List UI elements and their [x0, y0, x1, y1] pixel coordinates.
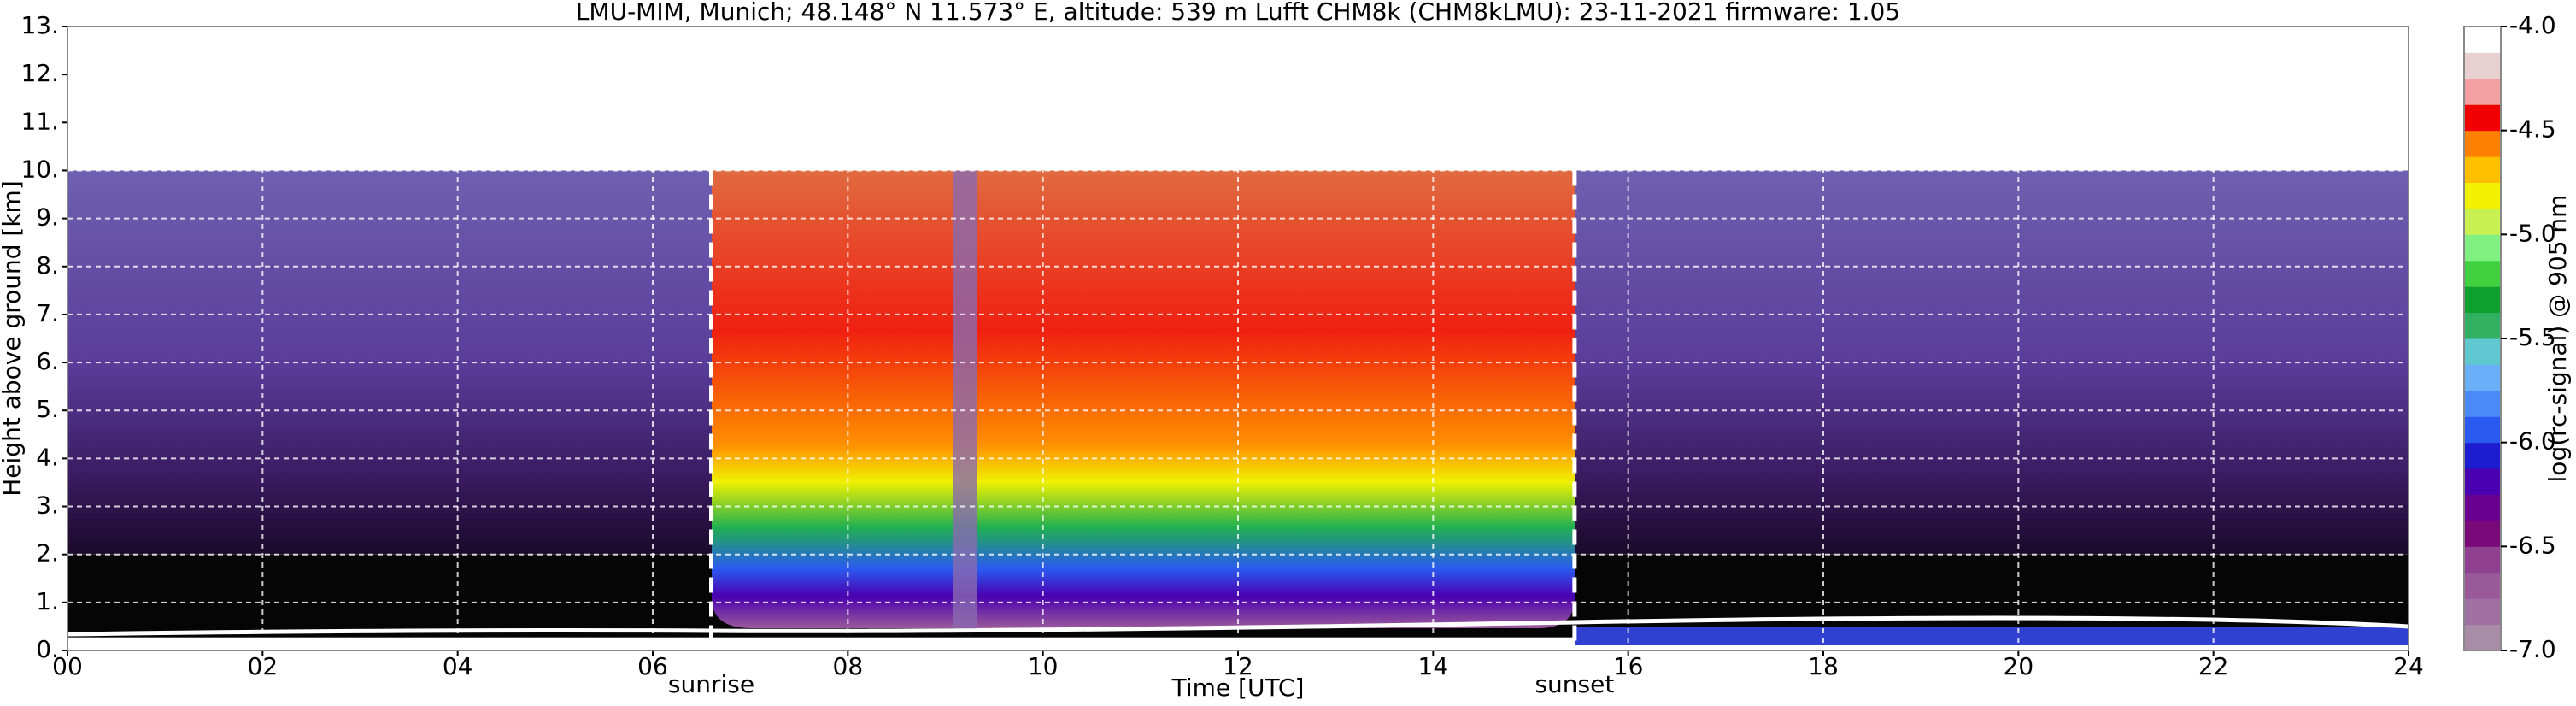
colorbar-segment: [2464, 78, 2501, 105]
colorbar-segment: [2464, 494, 2501, 521]
x-tick-label: 22: [2198, 652, 2229, 680]
x-tick-label: 00: [52, 652, 83, 680]
colorbar-segment: [2464, 312, 2501, 339]
x-tick-label: 04: [443, 652, 473, 680]
y-tick-label: 8.: [36, 251, 59, 279]
colorbar-tick-label: -4.0: [2509, 11, 2556, 39]
colorbar-segment: [2464, 52, 2501, 79]
x-tick-label: 20: [2004, 652, 2034, 680]
colorbar-segment: [2464, 546, 2501, 574]
colorbar-segment: [2464, 104, 2501, 132]
colorbar-segment: [2464, 364, 2501, 391]
colorbar-tick-label: -6.0: [2509, 427, 2556, 456]
colorbar-segment: [2464, 208, 2501, 235]
colorbar-segment: [2464, 182, 2501, 209]
boundary-layer: [1575, 627, 2409, 645]
y-tick-label: 10.: [21, 155, 59, 183]
x-tick-label: 14: [1418, 652, 1449, 680]
colorbar-tick-label: -5.5: [2509, 323, 2556, 351]
colorbar-segment: [2464, 260, 2501, 287]
x-tick-label: 12: [1223, 652, 1253, 680]
colorbar-segment: [2464, 468, 2501, 495]
y-tick-label: 0.: [36, 635, 59, 663]
y-tick-label: 3.: [36, 491, 59, 520]
x-tick-label: 06: [637, 652, 668, 680]
colorbar-segment: [2464, 286, 2501, 314]
y-tick-label: 9.: [36, 203, 59, 232]
colorbar-segment: [2464, 598, 2501, 626]
colorbar-segment: [2464, 416, 2501, 444]
colorbar-segment: [2464, 130, 2501, 157]
x-tick-label: 24: [2393, 652, 2424, 680]
y-tick-label: 11.: [21, 107, 59, 135]
x-tick-label: 18: [1808, 652, 1839, 680]
colorbar-tick-label: -7.0: [2509, 635, 2556, 663]
colorbar-segment: [2464, 26, 2501, 53]
x-axis-label: Time [UTC]: [1171, 674, 1305, 702]
colorbar-tick-label: -4.5: [2509, 115, 2556, 144]
colorbar-segment: [2464, 390, 2501, 417]
x-tick-label: 10: [1028, 652, 1059, 680]
signal-column: [953, 170, 977, 628]
y-tick-label: 13.: [21, 11, 59, 39]
colorbar-tick-label: -5.0: [2509, 219, 2556, 247]
y-axis-label: Height above ground [km]: [0, 180, 26, 497]
x-tick-label: 02: [248, 652, 279, 680]
y-tick-label: 1.: [36, 587, 59, 615]
colorbar-tick-label: -6.5: [2509, 531, 2556, 559]
chart-title: LMU-MIM, Munich; 48.148° N 11.573° E, al…: [576, 0, 1900, 26]
colorbar-segment: [2464, 624, 2501, 651]
colorbar-segment: [2464, 338, 2501, 365]
colorbar-segment: [2464, 234, 2501, 262]
y-tick-label: 7.: [36, 299, 59, 327]
y-tick-label: 12.: [21, 59, 59, 87]
y-tick-label: 6.: [36, 347, 59, 375]
y-tick-label: 4.: [36, 443, 59, 471]
annotation-label: sunrise: [668, 670, 754, 698]
colorbar-segment: [2464, 442, 2501, 469]
colorbar-label: log(rc-signal) @ 905 nm: [2544, 195, 2572, 483]
x-tick-label: 16: [1613, 652, 1644, 680]
colorbar-segment: [2464, 156, 2501, 183]
colorbar-segment: [2464, 572, 2501, 599]
y-tick-label: 2.: [36, 539, 59, 568]
aerosol-layer: [67, 615, 2409, 637]
colorbar-segment: [2464, 520, 2501, 547]
plot-frame: [67, 26, 2409, 651]
daytime-signal: [712, 170, 1575, 628]
annotation-label: sunset: [1534, 670, 1614, 698]
x-tick-label: 08: [833, 652, 864, 680]
y-tick-label: 5.: [36, 395, 59, 423]
